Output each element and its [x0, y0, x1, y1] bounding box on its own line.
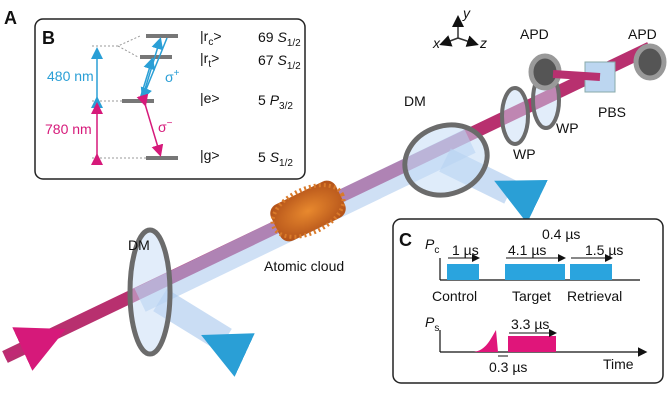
ket: > — [213, 28, 221, 44]
pulse-label: Control — [432, 288, 477, 304]
panel-label: A — [4, 8, 17, 28]
stored-signal — [508, 336, 556, 352]
control-pulse — [447, 264, 479, 280]
axis-label: x — [432, 35, 441, 51]
axis-label: z — [479, 35, 487, 51]
component-label: APD — [520, 26, 549, 42]
symbol: σ — [158, 119, 167, 135]
duration: 1.5 µs — [585, 242, 623, 258]
reflected-beam — [553, 74, 600, 77]
pulse-label: Retrieval — [567, 288, 622, 304]
component-label: APD — [628, 26, 657, 42]
component-label: DM — [128, 237, 150, 253]
ket: > — [211, 50, 219, 66]
retrieval-pulse — [570, 264, 612, 280]
wave-plate — [502, 88, 528, 144]
component-label: DM — [404, 93, 426, 109]
superscript: − — [167, 118, 173, 129]
symbol: σ — [165, 69, 174, 85]
subscript: 1/2 — [279, 158, 293, 169]
term: 67 — [258, 52, 277, 68]
duration: 3.3 µs — [511, 316, 549, 332]
component-label: WP — [556, 120, 579, 136]
axis-label: y — [462, 5, 471, 21]
term: 5 — [258, 149, 270, 165]
superscript: + — [174, 68, 180, 79]
subscript: 1/2 — [287, 38, 301, 49]
time-label: Time — [603, 356, 634, 372]
wavelength: 480 nm — [47, 68, 94, 84]
subscript: 3/2 — [279, 101, 293, 112]
duration: 4.1 µs — [508, 242, 546, 258]
component-label: WP — [513, 146, 536, 162]
state: |g> — [200, 147, 220, 163]
figure: A x y z APD APD PBS WP WP DM DM Atomic c… — [0, 0, 671, 397]
term: 5 — [258, 92, 270, 108]
subscript: 1/2 — [287, 61, 301, 72]
duration: 1 µs — [452, 242, 479, 258]
component-label: PBS — [598, 104, 626, 120]
target-pulse — [505, 264, 565, 280]
subscript: s — [434, 323, 439, 334]
detector — [636, 46, 664, 78]
panel-label: C — [399, 230, 412, 250]
term: 69 — [258, 29, 277, 45]
delay: 0.3 µs — [489, 359, 527, 375]
panel-label: B — [42, 28, 55, 48]
subscript: c — [434, 245, 439, 256]
duration: 0.4 µs — [542, 226, 580, 242]
component-label: Atomic cloud — [264, 258, 344, 274]
state: |e> — [200, 90, 220, 106]
wavelength: 780 nm — [45, 121, 92, 137]
pulse-label: Target — [512, 288, 551, 304]
